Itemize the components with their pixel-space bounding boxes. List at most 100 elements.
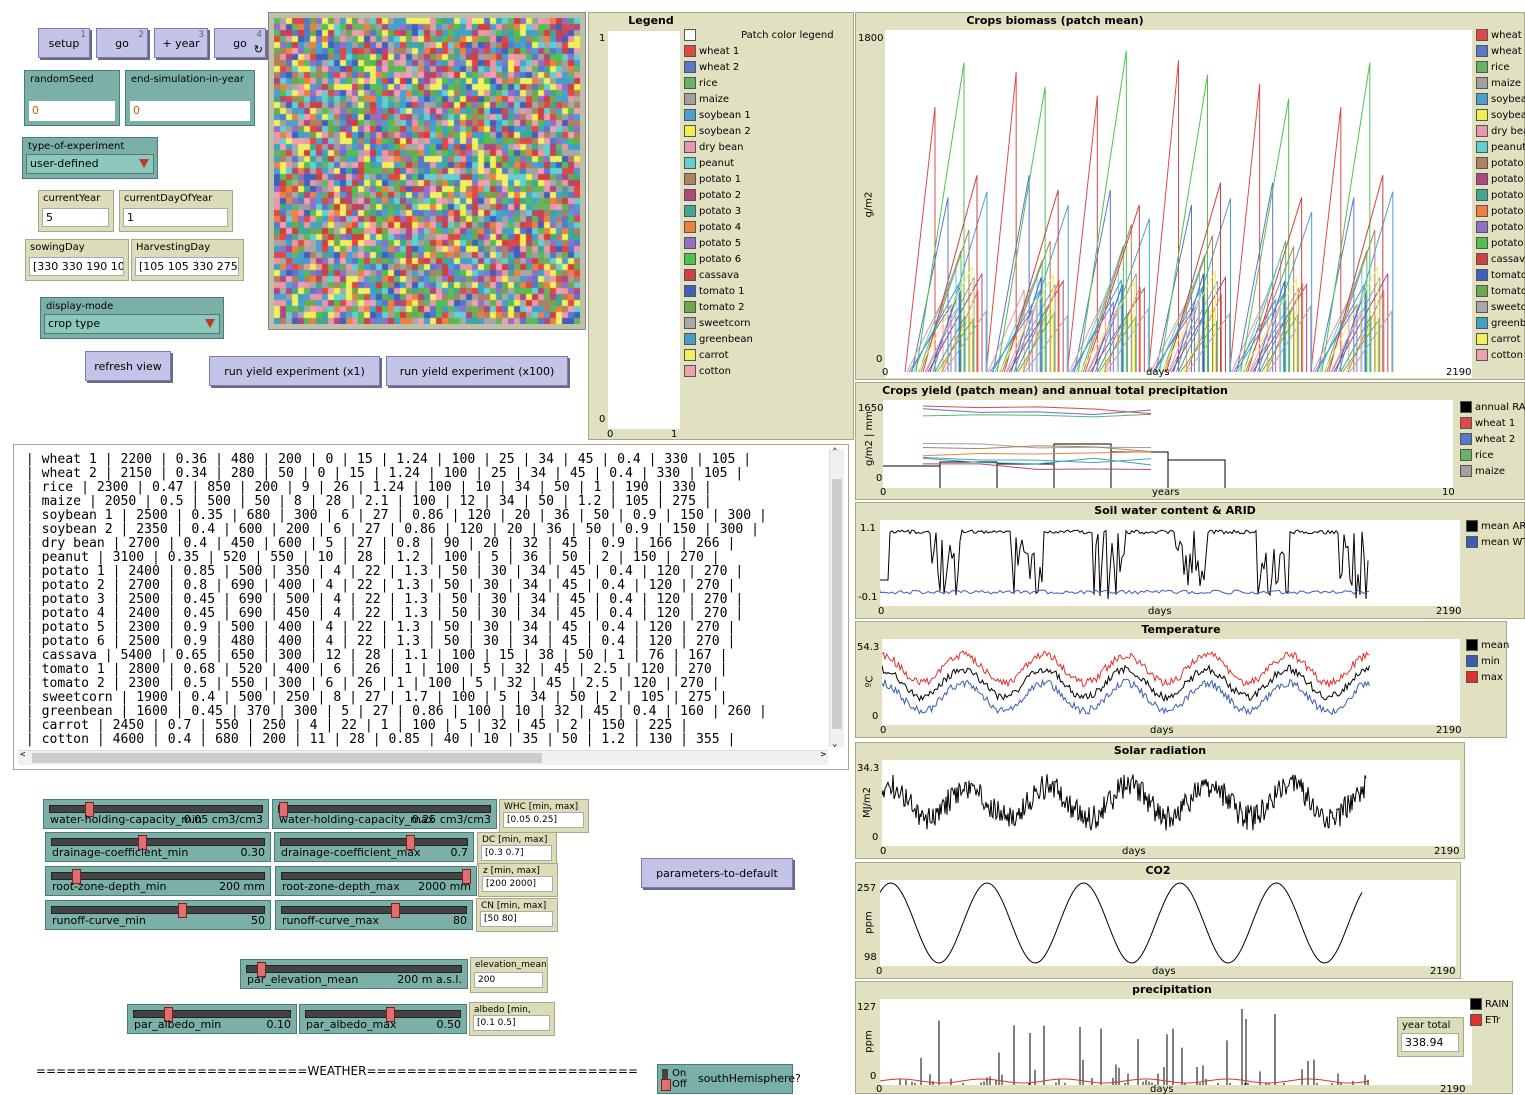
display-mode-select[interactable]: crop type <box>44 314 220 334</box>
run-yield-x100-label: run yield experiment (x100) <box>399 364 555 378</box>
legend-item: tomato <box>1476 283 1525 299</box>
current-year-value: 5 <box>42 208 109 227</box>
random-seed-input-box[interactable]: randomSeed 0 <box>24 70 120 126</box>
legend-ymax: 1 <box>599 33 606 44</box>
horizontal-scroll-thumb[interactable] <box>32 753 542 763</box>
slider-thumb[interactable] <box>72 869 82 884</box>
scroll-left-icon[interactable]: < <box>20 750 26 760</box>
refresh-view-button[interactable]: refresh view <box>85 351 171 381</box>
plus-year-button[interactable]: + year 3 <box>154 28 208 58</box>
legend-item-label: dry bean <box>699 141 744 153</box>
scroll-down-icon[interactable]: ⌄ <box>832 739 838 749</box>
legend-item: peanut <box>1476 139 1525 155</box>
slider-thumb[interactable] <box>279 802 288 817</box>
go-forever-button[interactable]: go 4 ↻ <box>214 28 266 58</box>
temperature-legend: mean min max <box>1466 637 1509 685</box>
end-simulation-input[interactable]: 0 <box>130 101 250 121</box>
legend-item-label: carrot <box>699 349 729 361</box>
soil-legend: mean AR mean WT <box>1466 518 1525 550</box>
cn-min-slider[interactable]: runoff-curve_min 50 <box>45 900 271 930</box>
slider-thumb[interactable] <box>137 835 147 850</box>
slider-thumb[interactable] <box>405 835 415 850</box>
biomass-series-line <box>924 299 1362 373</box>
display-mode-chooser[interactable]: display-mode crop type <box>40 297 224 339</box>
albedo-min-slider[interactable]: par_albedo_min 0.10 <box>127 1004 297 1034</box>
legend-swatch <box>1466 536 1478 548</box>
slider-thumb[interactable] <box>462 869 471 884</box>
legend-item: potato <box>1476 155 1525 171</box>
biomass-series-line <box>939 306 1377 373</box>
legend-item: tomato 1 <box>684 283 834 299</box>
legend-item: dry bean <box>684 139 834 155</box>
type-of-experiment-chooser[interactable]: type-of-experiment user-defined <box>22 137 158 179</box>
biomass-series-line <box>936 311 1380 373</box>
slider-thumb[interactable] <box>163 1007 173 1022</box>
switch-thumb[interactable] <box>661 1079 671 1091</box>
forever-icon: ↻ <box>253 43 263 56</box>
legend-item: potato 6 <box>684 251 834 267</box>
co2-ymin: 98 <box>864 952 877 963</box>
output-line: | tomato 2 | 2300 | 0.5 | 550 | 300 | 6 … <box>18 676 720 691</box>
switch-off-label: Off <box>672 1079 687 1090</box>
albedo-max-slider[interactable]: par_albedo_max 0.50 <box>299 1004 467 1034</box>
end-simulation-label: end-simulation-in-year <box>131 74 245 85</box>
slider-thumb[interactable] <box>178 903 188 918</box>
legend-item-label: potato <box>1491 189 1524 201</box>
slider-thumb[interactable] <box>391 903 401 918</box>
legend-swatch <box>684 77 696 89</box>
legend-swatch <box>1460 465 1472 477</box>
scroll-up-icon[interactable]: ⌃ <box>832 447 838 457</box>
type-of-experiment-select[interactable]: user-defined <box>26 154 154 174</box>
vertical-scrollbar[interactable]: ⌃ ⌄ <box>829 447 844 749</box>
slider-thumb[interactable] <box>386 1007 396 1022</box>
run-yield-x100-button[interactable]: run yield experiment (x100) <box>386 356 568 386</box>
parameters-to-default-button[interactable]: parameters-to-default <box>641 858 793 888</box>
legend-swatch <box>1470 998 1482 1010</box>
soil-title: Soil water content & ARID <box>1094 504 1256 517</box>
z-max-value: 2000 mm <box>418 880 471 893</box>
whc-min-slider[interactable]: water-holding-capacity_min 0.05 cm3/cm3 <box>43 799 269 829</box>
random-seed-input[interactable]: 0 <box>29 101 115 121</box>
end-simulation-input-box[interactable]: end-simulation-in-year 0 <box>125 70 255 126</box>
run-yield-x1-button[interactable]: run yield experiment (x1) <box>209 356 380 386</box>
setup-button[interactable]: setup 1 <box>38 28 90 58</box>
biomass-plot-area <box>885 30 1472 378</box>
dc-max-slider[interactable]: drainage-coefficient_max 0.7 <box>274 832 474 862</box>
yield-plot: Crops yield (patch mean) and annual tota… <box>855 382 1525 500</box>
z-monitor-value: [200 2000] <box>482 876 553 892</box>
z-max-name: root-zone-depth_max <box>282 880 400 893</box>
legend-swatch <box>1476 333 1488 345</box>
temperature-xlabel: days <box>1150 725 1174 736</box>
cn-max-slider[interactable]: runoff-curve_max 80 <box>275 900 473 930</box>
horizontal-scrollbar[interactable]: < > <box>18 750 828 765</box>
dc-min-slider[interactable]: drainage-coefficient_min 0.30 <box>45 832 271 862</box>
legend-item-label: annual RAI <box>1475 401 1525 413</box>
go-button[interactable]: go 2 <box>96 28 148 58</box>
soil-ymin: -0.1 <box>858 592 878 603</box>
whc-max-slider[interactable]: water-holding-capacity_max 0.25 cm3/cm3 <box>272 799 497 829</box>
legend-swatch <box>1476 189 1488 201</box>
south-hemisphere-switch[interactable]: On Off southHemisphere? <box>657 1064 801 1094</box>
elevation-slider[interactable]: par_elevation_mean 200 m a.s.l. <box>240 959 468 989</box>
legend-item-label: tomato <box>1491 269 1525 281</box>
slider-thumb[interactable] <box>84 802 94 817</box>
z-min-slider[interactable]: root-zone-depth_min 200 mm <box>45 866 271 896</box>
current-day-monitor: currentDayOfYear 1 <box>119 190 233 232</box>
yield-plot-area <box>883 400 1453 488</box>
z-max-slider[interactable]: root-zone-depth_max 2000 mm <box>275 866 477 896</box>
legend-item-label: greenb <box>1491 317 1525 329</box>
slider-thumb[interactable] <box>257 962 267 977</box>
weather-divider: ===========================WEATHER======… <box>36 1064 638 1078</box>
biomass-series-line <box>917 266 1379 373</box>
legend-header-row: Patch color legend <box>684 27 834 43</box>
temperature-ymin: 0 <box>872 711 879 722</box>
harvesting-day-value: [105 105 330 275 300 <box>135 257 239 276</box>
scroll-right-icon[interactable]: > <box>820 750 826 760</box>
vertical-scroll-thumb[interactable] <box>832 479 842 729</box>
legend-item-label: wheat <box>1491 29 1522 41</box>
output-line: | cassava | 5400 | 0.65 | 650 | 300 | 12… <box>18 648 728 663</box>
world-view[interactable] <box>274 18 580 324</box>
legend-item: cassav <box>1476 251 1525 267</box>
world-view-frame <box>268 12 586 330</box>
biomass-series-line <box>910 279 1366 373</box>
